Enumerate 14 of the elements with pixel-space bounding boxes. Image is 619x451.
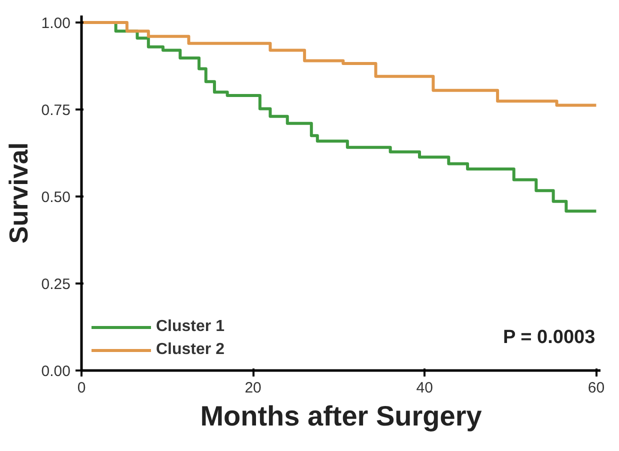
y-tick-label: 0.75 — [41, 102, 71, 119]
x-tick-label: 0 — [77, 380, 86, 396]
y-tick-label: 1.00 — [41, 14, 71, 32]
x-tick-label: 60 — [588, 380, 605, 396]
x-tick-label: 20 — [244, 380, 262, 396]
x-axis-title: Months after Surgery — [200, 400, 482, 432]
y-tick-label: 0.25 — [41, 276, 71, 293]
annotation: P = 0.0003 — [503, 326, 596, 348]
legend-label: Cluster 1 — [156, 318, 224, 336]
y-tick-label: 0.00 — [41, 363, 71, 380]
x-tick-label: 40 — [416, 380, 433, 396]
legend-label: Cluster 2 — [156, 341, 224, 359]
y-tick-label: 0.50 — [41, 188, 71, 206]
y-axis-title: Survival — [3, 142, 34, 244]
